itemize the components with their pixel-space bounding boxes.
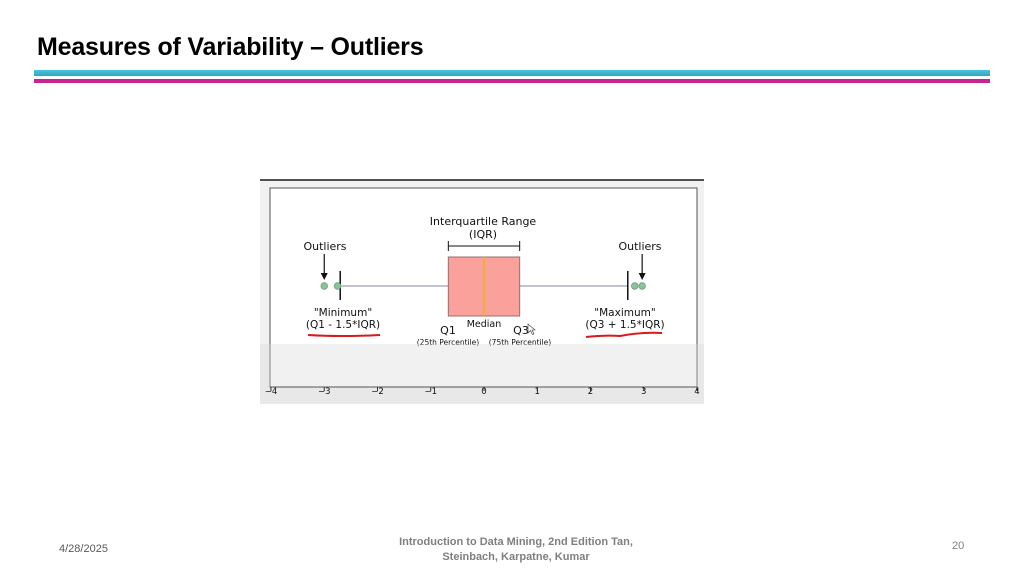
- x-tick-label: −1: [424, 387, 437, 397]
- outlier-point-4: [638, 282, 646, 290]
- minimum-formula: (Q1 - 1.5*IQR): [306, 319, 380, 331]
- boxplot-marks: [320, 256, 646, 317]
- figure-bottom-shade: [260, 344, 704, 404]
- q3-percentile: (75th Percentile): [489, 338, 552, 347]
- minimum-underline: [307, 334, 381, 337]
- title-rule-cyan: [34, 70, 990, 76]
- x-tick-label: −4: [265, 387, 278, 397]
- x-axis: −4 −3 −2 −1 0 1 2 3 4: [265, 386, 700, 397]
- outliers-right-label: Outliers: [618, 240, 661, 253]
- iqr-abbrev: (IQR): [469, 228, 497, 241]
- title-rule-magenta: [34, 79, 990, 83]
- outlier-arrows: [320, 254, 646, 280]
- x-tick-label: −2: [371, 387, 384, 397]
- outliers-left-label: Outliers: [303, 240, 346, 253]
- outlier-point-3: [630, 282, 639, 290]
- footer-source-line1: Introduction to Data Mining, 2nd Edition…: [399, 536, 633, 548]
- outlier-point-2: [333, 282, 342, 290]
- iqr-bracket: [447, 241, 521, 251]
- boxplot-figure: Interquartile Range (IQR) Outliers Outli…: [260, 179, 704, 404]
- maximum-label: "Maximum": [594, 307, 655, 319]
- arrow-left-head: [320, 273, 328, 280]
- x-tick-label: 0: [481, 387, 486, 397]
- footer-source-line2: Steinbach, Karpatne, Kumar: [442, 551, 590, 563]
- slide-title: Measures of Variability – Outliers: [37, 33, 424, 61]
- x-tick-label: 3: [641, 387, 646, 397]
- minimum-label: "Minimum": [314, 307, 372, 319]
- footer-source: Introduction to Data Mining, 2nd Edition…: [366, 535, 666, 565]
- arrow-right-head: [638, 273, 646, 280]
- median-label: Median: [467, 319, 502, 330]
- q3-label: Q3: [513, 324, 529, 337]
- boxplot-chart: Interquartile Range (IQR) Outliers Outli…: [260, 179, 704, 404]
- x-tick-label: 1: [535, 387, 540, 397]
- q1-label: Q1: [440, 324, 456, 337]
- x-tick-label: 2: [588, 387, 593, 397]
- q1-percentile: (25th Percentile): [417, 338, 480, 347]
- maximum-formula: (Q3 + 1.5*IQR): [585, 319, 664, 331]
- outlier-point-1: [320, 282, 328, 290]
- x-tick-label: 4: [694, 387, 699, 397]
- footer-date: 4/28/2025: [59, 543, 108, 555]
- maximum-underline: [585, 331, 663, 338]
- page-number: 20: [952, 540, 965, 552]
- iqr-title: Interquartile Range: [430, 215, 537, 228]
- x-tick-label: −3: [318, 387, 331, 397]
- mouse-cursor-icon: [527, 323, 536, 335]
